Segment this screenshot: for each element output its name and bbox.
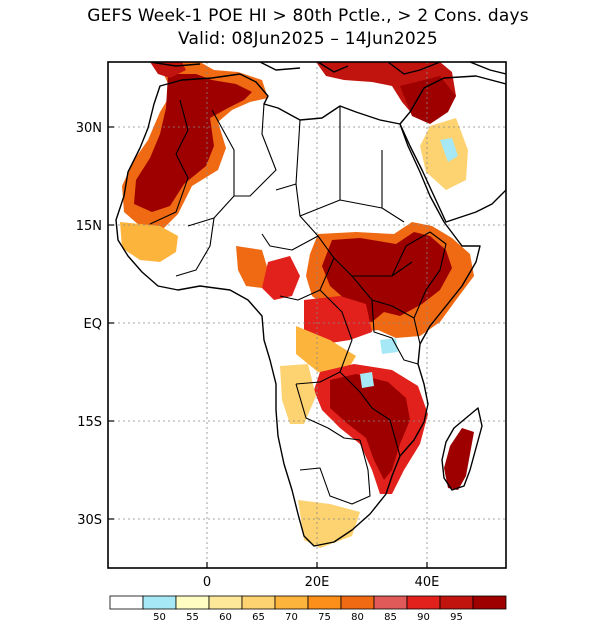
shade-south-tip: [298, 500, 360, 548]
axis-ticks: [108, 126, 428, 568]
lat-label-15s: 15S: [77, 415, 102, 430]
colorbar-label: 85: [384, 612, 397, 623]
shade-arabia-north: [420, 118, 468, 190]
shade-madagascar: [444, 428, 474, 490]
colorbar-swatch: [472, 595, 507, 610]
lat-label-15n: 15N: [76, 219, 102, 234]
probability-shading: [120, 62, 474, 548]
colorbar-label: 95: [450, 612, 463, 623]
europe-coastline: [149, 62, 506, 75]
colorbar-swatch: [175, 595, 210, 610]
shade-west-sahel: [120, 222, 178, 262]
shade-low-prob-3: [380, 338, 398, 354]
shade-nigeria: [262, 256, 300, 300]
colorbar-swatch: [439, 595, 474, 610]
colorbar-label: 90: [417, 612, 430, 623]
colorbar-label: 65: [252, 612, 265, 623]
africa-coastline: [115, 73, 481, 547]
colorbar-swatch: [307, 595, 342, 610]
colorbar-swatch: [109, 595, 144, 610]
lat-label-30n: 30N: [76, 121, 102, 136]
shade-low-prob-2: [360, 372, 374, 388]
colorbar-label: 60: [219, 612, 232, 623]
colorbar-label: 50: [153, 612, 166, 623]
colorbar-label: 75: [318, 612, 331, 623]
lat-label-30s: 30S: [77, 513, 102, 528]
colorbar-label: 70: [285, 612, 298, 623]
shade-guinea: [236, 246, 268, 288]
shade-low-prob-1: [440, 138, 458, 162]
colorbar-swatch: [373, 595, 408, 610]
colorbar-swatch: [208, 595, 243, 610]
lat-label-eq: EQ: [84, 317, 102, 332]
colorbar-label: 55: [186, 612, 199, 623]
shade-angola-coast: [280, 364, 316, 424]
lon-label-40e: 40E: [415, 575, 440, 590]
colorbar-label: 80: [351, 612, 364, 623]
colorbar-swatch: [241, 595, 276, 610]
country-borders: [149, 99, 447, 505]
map-title-line1: GEFS Week-1 POE HI > 80th Pctle., > 2 Co…: [87, 6, 529, 26]
colorbar-swatch: [340, 595, 375, 610]
shade-congo: [304, 296, 372, 344]
shade-nw-africa-inner: [134, 74, 252, 212]
map-frame: [107, 61, 507, 569]
arabia-coastline: [399, 75, 506, 223]
shade-south-central-inner: [330, 374, 410, 480]
shade-levant: [400, 76, 456, 124]
lon-label-20e: 20E: [305, 575, 330, 590]
graticule: [108, 62, 506, 568]
coastlines: [115, 62, 506, 547]
colorbar-swatch: [274, 595, 309, 610]
colorbar: 50 55 60 65 70 75 80 85 90 95: [109, 595, 507, 623]
colorbar-swatch: [406, 595, 441, 610]
madagascar-coastline: [441, 407, 483, 491]
shade-congo-light: [296, 326, 356, 376]
map-title-line2: Valid: 08Jun2025 – 14Jun2025: [178, 29, 438, 49]
colorbar-swatch: [142, 595, 177, 610]
shade-east-africa-inner: [322, 232, 452, 322]
lon-label-0: 0: [203, 575, 211, 590]
